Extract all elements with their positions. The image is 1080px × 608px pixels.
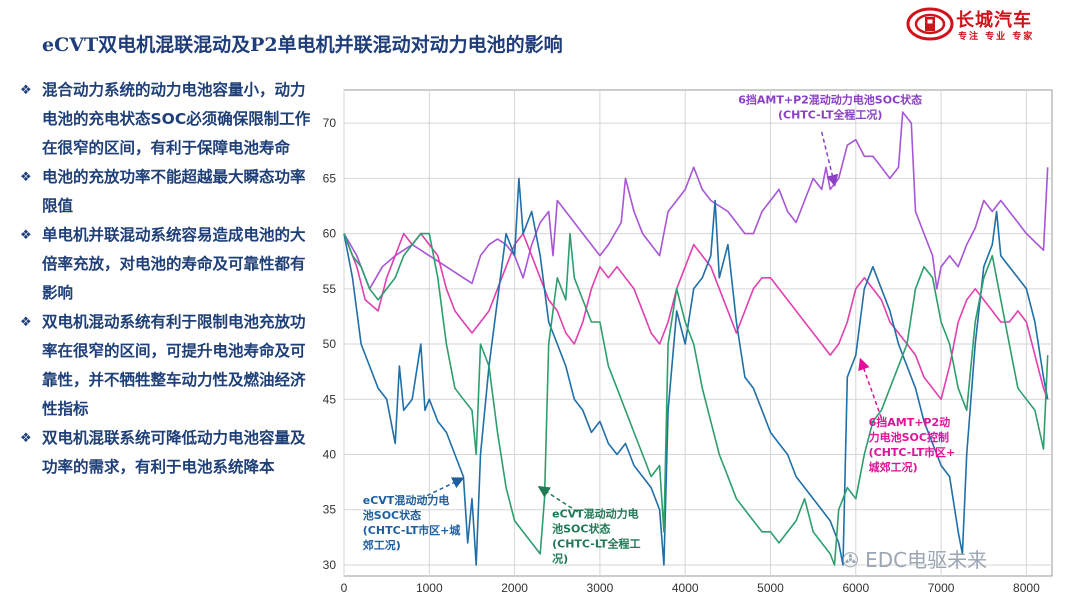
series-line-3 [343,232,1049,566]
x-tick-label: 5000 [757,581,784,595]
annotation-label-2: eCVT混动动力电池SOC状态(CHTC-LT市区+城郊工况) [363,493,461,552]
annotation-line: (CHTC-LT市区+城 [363,523,461,537]
annotation-label-1: 6挡AMT+P2动力电池SOC控制(CHTC-LT市区+城郊工况) [869,415,956,474]
series-line-2 [343,177,1049,566]
great-wall-logo-icon [906,7,954,41]
y-tick-label: 45 [323,392,337,406]
x-tick-label: 7000 [928,581,955,595]
annotation-line: eCVT混动动力电 [363,493,450,507]
annotation-arrow-1 [858,357,883,419]
y-tick-label: 65 [323,171,337,185]
annotation-line: 6挡AMT+P2混动动力电池SOC状态 [738,92,922,106]
bullet-item: ❖ 单电机并联混动系统容易造成电池的大倍率充放，对电池的寿命及可靠性都有影响 [20,221,316,308]
x-tick-label: 3000 [587,581,614,595]
annotation-label-0: 6挡AMT+P2混动动力电池SOC状态(CHTC-LT全程工况) [738,92,922,121]
annotation-line: 池SOC状态 [363,508,421,522]
x-tick-label: 2000 [501,581,528,595]
plot-area [343,89,1053,577]
diamond-bullet-icon: ❖ [20,315,32,330]
bullet-item: ❖ 混合动力系统的动力电池容量小，动力电池的充电状态SOC必须确保限制工作在很窄的… [20,76,316,163]
annotation-arrow-3 [537,486,579,513]
x-tick-label: 8000 [1013,581,1040,595]
diamond-bullet-icon: ❖ [20,228,32,243]
annotation-line: (CHTC-LT全程工况) [778,107,882,121]
logo-name: 长城汽车 [956,10,1032,31]
y-tick-label: 30 [323,558,337,572]
annotation-line: 池SOC状态 [552,521,610,535]
bullet-item: ❖ 双电机混联系统可降低动力电池容量及功率的需求，有利于电池系统降本 [20,424,316,482]
watermark-text: EDC电驱未来 [865,548,988,572]
annotation-label-3: eCVT混动动力电池SOC状态(CHTC-LT全程工况) [552,506,640,565]
annotation-arrow-0 [820,131,839,187]
y-tick-label: 70 [323,116,337,130]
annotation-line: 城郊工况) [869,460,918,474]
diamond-bullet-icon: ❖ [20,431,32,446]
diamond-bullet-icon: ❖ [20,83,32,98]
x-tick-label: 4000 [672,581,699,595]
y-tick-label: 50 [323,337,337,351]
diamond-bullet-icon: ❖ [20,170,32,185]
bullet-list: ❖ 混合动力系统的动力电池容量小，动力电池的充电状态SOC必须确保限制工作在很窄的… [20,76,316,482]
logo-slogan: 专注 专业 专家 [958,32,1035,42]
annotation-line: 6挡AMT+P2动 [869,415,951,429]
series-line-1 [343,232,1049,401]
annotation-line: 力电池SOC控制 [869,430,949,444]
y-tick-label: 60 [323,227,337,241]
bullet-item: ❖ 双电机混动系统有利于限制电池充放功率在很窄的区间，可提升电池寿命及可靠性，并不… [20,308,316,424]
soc-chart: 0 1000 2000 3000 4000 5000 6000 7000 8000 30 35 40 4… [323,89,1053,595]
x-tick-label: 6000 [842,581,869,595]
x-tick-label: 1000 [416,581,443,595]
annotation-line: 况) [552,551,568,565]
annotation-line: eCVT混动动力电 [552,506,639,520]
y-tick-label: 35 [323,503,337,517]
bullet-item: ❖ 电池的充放功率不能超越最大瞬态功率限值 [20,163,316,221]
logo: 长城汽车 专注 专业 专家 [906,6,1056,42]
annotation-line: (CHTC-LT全程工 [552,536,640,550]
annotation-arrow-2 [420,477,465,500]
watermark: ✇ EDC电驱未来 [842,544,987,573]
wechat-icon: ✇ [842,548,859,572]
y-tick-label: 55 [323,282,337,296]
y-tick-label: 40 [323,448,337,462]
annotation-line: (CHTC-LT市区+ [869,445,956,459]
annotation-line: 郊工况) [363,538,401,552]
page-title: eCVT双电机混联混动及P2单电机并联混动对动力电池的影响 [42,34,563,56]
series-line-0 [343,111,1049,290]
x-tick-label: 0 [341,581,348,595]
